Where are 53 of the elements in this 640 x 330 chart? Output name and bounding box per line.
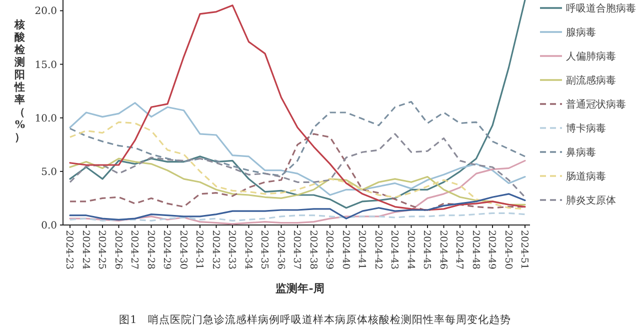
x-tick-label: 2024-25 [96,230,107,270]
y-tick-label: 10.0 [34,113,57,124]
x-tick-label: 2024-42 [372,230,384,270]
x-tick-label: 2024-51 [518,230,530,270]
y-tick-label: 5.0 [41,166,57,178]
x-tick-label: 2024-28 [144,230,156,270]
legend-label: 肺炎支原体 [566,194,616,206]
x-tick-label: 2024-24 [80,230,91,270]
x-tick-label: 2024-49 [486,230,497,270]
x-axis-title: 监测年-周 [276,282,324,295]
legend-label: 鼻病毒 [566,146,596,158]
legend-label: 呼吸道合胞病毒 [566,2,636,14]
line-series [69,133,526,198]
text: 核酸检测阳性率（%） [14,19,26,144]
x-tick-label: 2024-35 [258,230,270,270]
legend-label: 人偏肺病毒 [566,50,616,62]
x-tick-label: 2024-38 [307,230,318,270]
x-tick-label: 2024-43 [388,230,400,270]
legend-label: 普通冠状病毒 [566,98,626,110]
x-tick-label: 2024-45 [421,230,432,270]
x-tick-label: 2024-48 [470,230,481,270]
y-tick-label: 0.0 [41,220,57,232]
line-series [69,160,526,225]
x-tick-label: 2024-47 [454,230,464,270]
x-tick-label: 2024-29 [161,230,172,270]
x-tick-label: 2024-41 [356,230,367,270]
x-tick-label: 2024-32 [210,230,221,270]
x-tick-label: 2024-33 [226,230,237,270]
line-series [69,158,526,206]
line-series [69,102,526,196]
line-series [69,100,526,177]
legend-label: 腺病毒 [566,26,596,38]
x-tick-label: 2024-31 [194,230,204,270]
caption: 图1 哨点医院门急诊流感样病例呼吸道样本病原体核酸检测阳性率每周变化趋势 [119,313,511,326]
x-tick-label: 2024-39 [324,230,334,270]
x-tick-label: 2024-30 [177,230,188,270]
x-tick-label: 2024-37 [291,230,302,270]
x-tick-label: 2024-34 [242,230,254,270]
x-tick-label: 2024-26 [112,230,124,270]
line-series [69,193,526,220]
x-tick-label: 2024-44 [404,230,416,270]
x-tick-label: 2024-46 [437,230,448,270]
y-tick-label: 20.0 [34,6,57,18]
legend-label: 博卡病毒 [566,122,606,134]
legend-label: 副流感病毒 [566,74,616,86]
x-tick-label: 2024-23 [64,230,74,270]
x-tick-label: 2024-36 [274,230,286,270]
legend-label: 肠道病毒 [566,170,606,182]
x-tick-label: 2024-27 [128,230,140,270]
x-tick-label: 2024-40 [340,230,351,270]
line-series [69,212,526,222]
y-tick-label: 15.0 [34,60,57,71]
x-tick-label: 2024-50 [502,230,514,270]
